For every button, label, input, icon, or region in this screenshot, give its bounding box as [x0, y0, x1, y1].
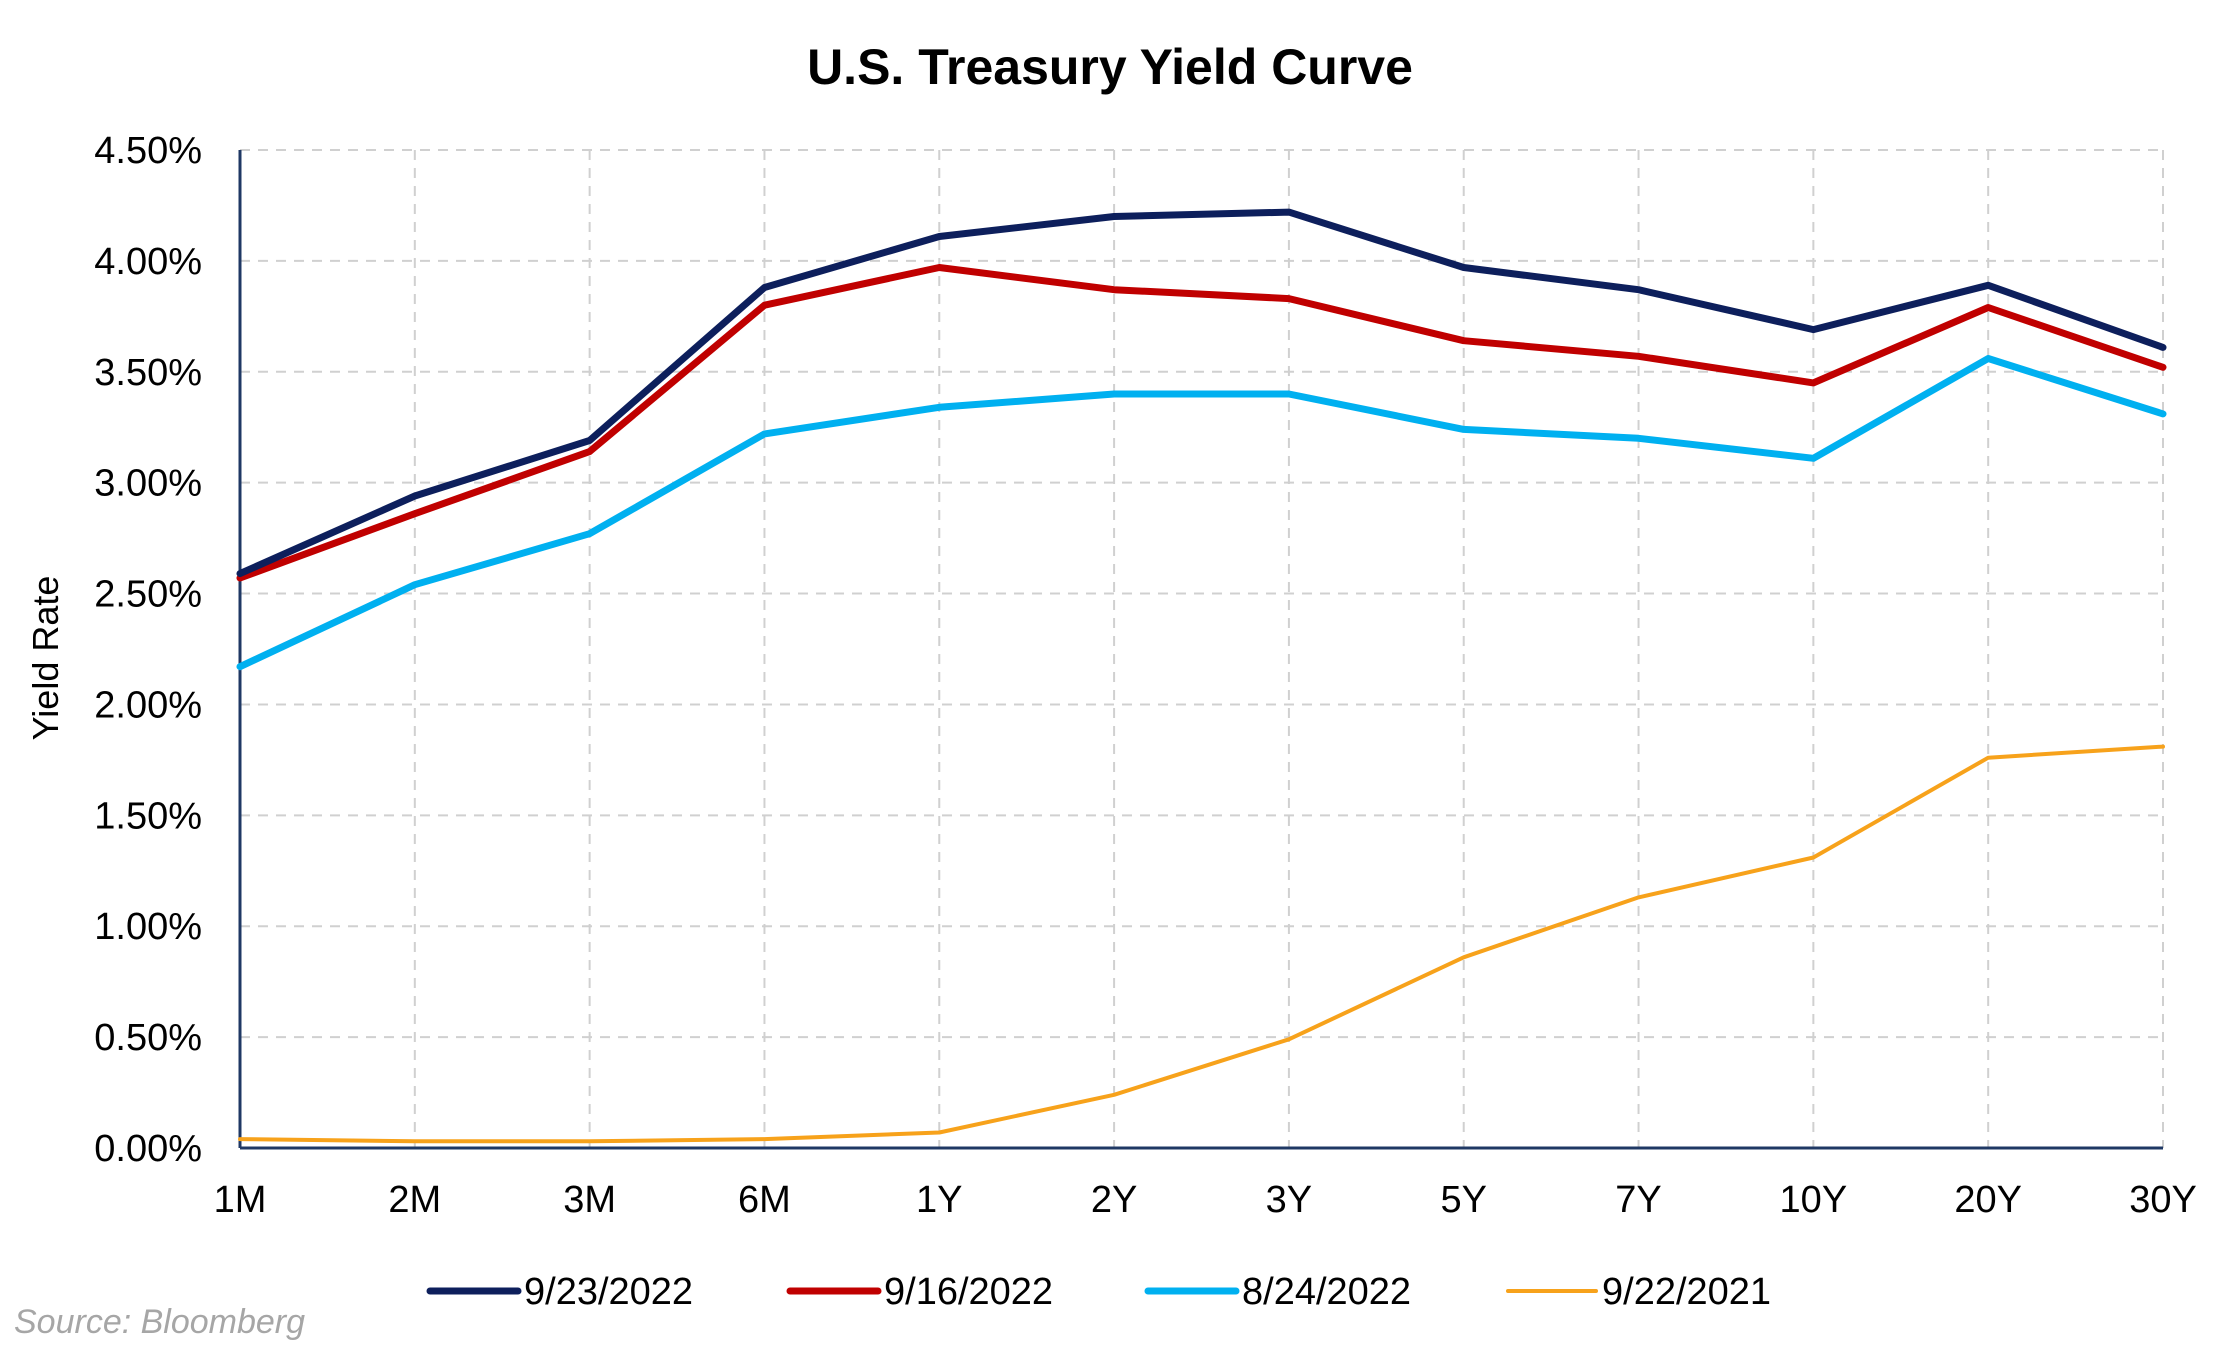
y-tick-label: 2.50% — [94, 574, 202, 616]
y-tick-label: 3.50% — [94, 352, 202, 394]
legend-label: 9/23/2022 — [524, 1271, 693, 1313]
y-tick-label: 2.00% — [94, 684, 202, 726]
x-tick-label: 1Y — [916, 1179, 962, 1221]
x-tick-label: 30Y — [2129, 1179, 2197, 1221]
y-tick-label: 1.00% — [94, 906, 202, 948]
x-tick-label: 1M — [214, 1179, 267, 1221]
x-tick-label: 5Y — [1440, 1179, 1486, 1221]
x-tick-label: 3M — [563, 1179, 616, 1221]
x-tick-label: 2Y — [1091, 1179, 1137, 1221]
legend: 9/23/2022 9/16/2022 8/24/2022 9/22/2021 — [426, 1271, 1771, 1313]
axes — [238, 150, 2163, 1150]
x-tick-label: 3Y — [1266, 1179, 1312, 1221]
series-line-8-24-2022 — [236, 355, 2167, 671]
series-line-9-23-2022 — [236, 208, 2167, 578]
x-tick-label: 6M — [738, 1179, 791, 1221]
x-tick-label: 10Y — [1780, 1179, 1848, 1221]
x-tick-label: 20Y — [1954, 1179, 2022, 1221]
legend-label: 9/16/2022 — [884, 1271, 1053, 1313]
y-tick-label: 0.50% — [94, 1017, 202, 1059]
series-lines — [236, 208, 2167, 1144]
legend-label: 8/24/2022 — [1242, 1271, 1411, 1313]
x-axis-ticks: 1M 2M 3M 6M 1Y 2Y 3Y 5Y 7Y 10Y 20Y 30Y — [214, 1179, 2197, 1221]
source-note: Source: Bloomberg — [14, 1303, 305, 1341]
y-tick-label: 4.50% — [94, 130, 202, 172]
series-line-9-22-2021 — [238, 744, 2165, 1144]
y-axis-ticks: 0.00% 0.50% 1.00% 1.50% 2.00% 2.50% 3.00% 3.50%… — [94, 130, 202, 1170]
y-tick-label: 0.00% — [94, 1128, 202, 1170]
y-axis-label: Yield Rate — [25, 576, 66, 741]
series-line-9-16-2022 — [236, 264, 2167, 582]
x-tick-label: 7Y — [1615, 1179, 1661, 1221]
y-tick-label: 1.50% — [94, 795, 202, 837]
gridlines — [240, 149, 2164, 1148]
y-tick-label: 4.00% — [94, 241, 202, 283]
x-tick-label: 2M — [388, 1179, 441, 1221]
y-tick-label: 3.00% — [94, 463, 202, 505]
chart-title: U.S. Treasury Yield Curve — [807, 39, 1413, 95]
legend-label: 9/22/2021 — [1602, 1271, 1771, 1313]
